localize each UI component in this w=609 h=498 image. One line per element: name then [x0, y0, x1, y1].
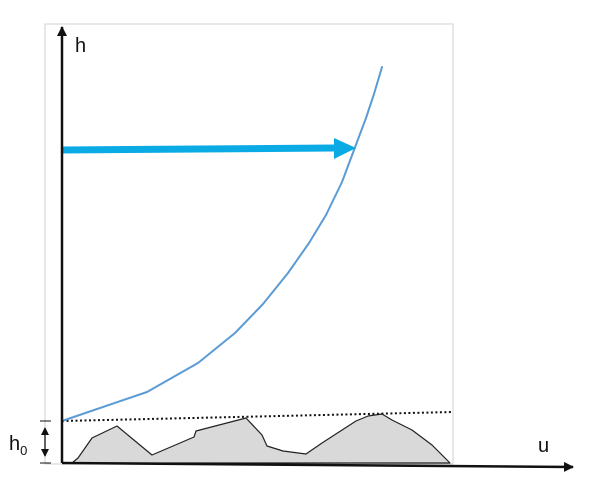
y-axis-label: h	[75, 35, 86, 57]
wind-profile-curve	[61, 66, 383, 422]
blue-arrow-head	[334, 138, 356, 159]
plot-frame	[44, 23, 454, 465]
h0-label-main: h	[9, 433, 20, 455]
h0-label-subscript: 0	[20, 443, 27, 458]
blue-arrow-shaft	[61, 144, 335, 154]
h0-label: h0	[9, 433, 27, 458]
h0-dotted-line	[61, 411, 454, 422]
x-axis	[61, 461, 574, 472]
terrain-surface	[71, 413, 451, 464]
x-axis-label: u	[538, 435, 549, 457]
